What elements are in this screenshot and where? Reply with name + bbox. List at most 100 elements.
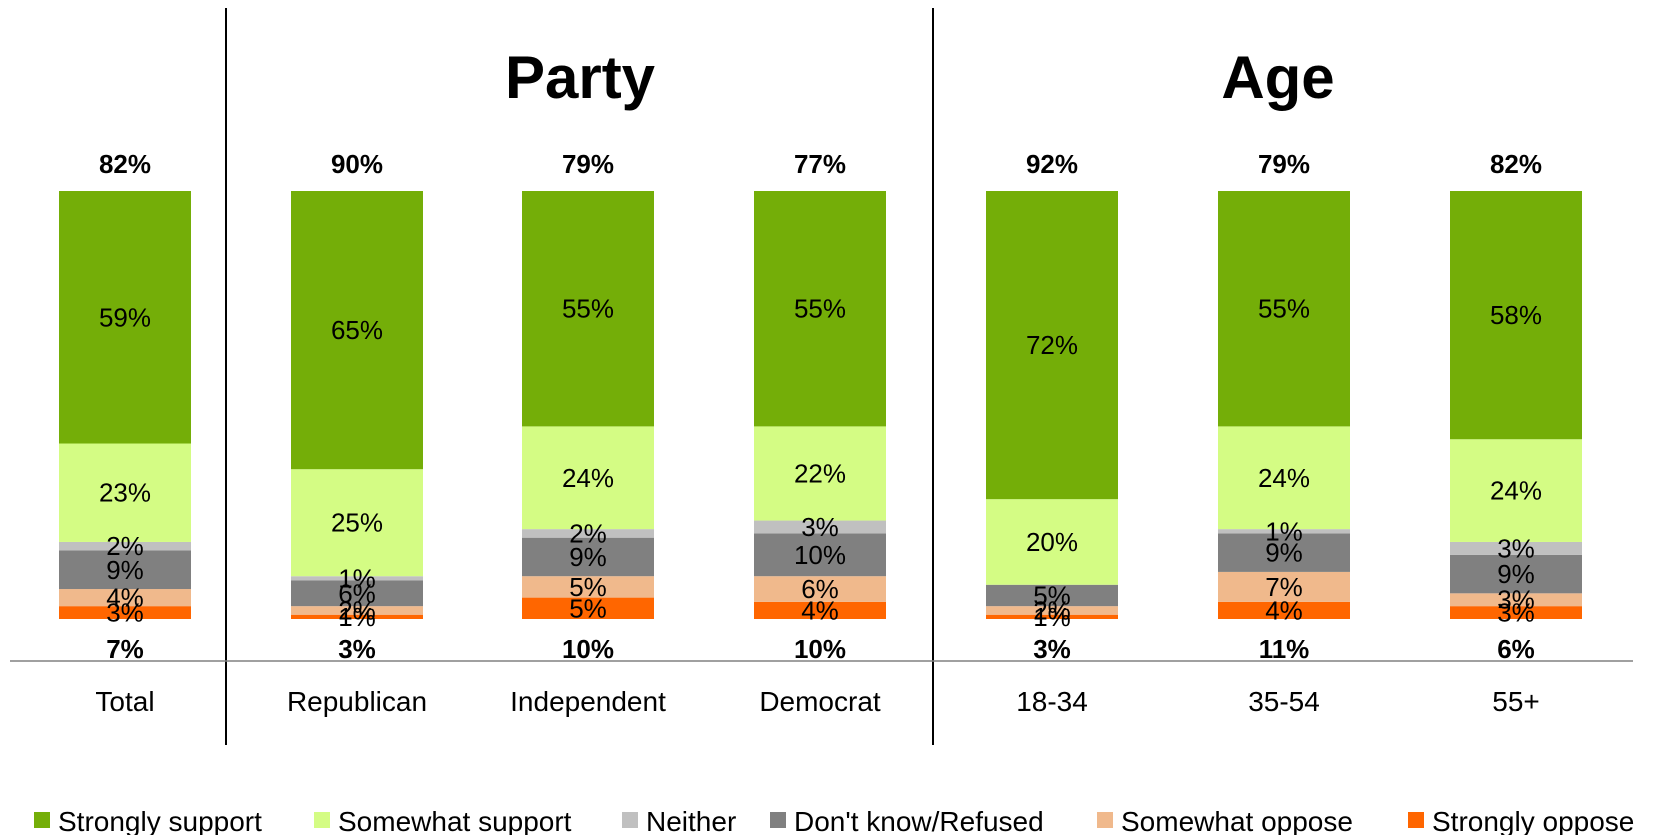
legend-label-somewhat-oppose: Somewhat oppose (1121, 806, 1353, 835)
support-total-35-54: 79% (1258, 149, 1310, 179)
category-label-total: Total (95, 686, 154, 717)
data-label-don-t-know-refused-democrat: 10% (794, 540, 846, 570)
data-label-strongly-oppose-18-34: 1% (1033, 602, 1071, 632)
data-label-strongly-support-18-34: 72% (1026, 330, 1078, 360)
oppose-total-18-34: 3% (1033, 634, 1071, 664)
oppose-total-total: 7% (106, 634, 144, 664)
bar-segment-strongly-oppose-total (59, 606, 191, 619)
bar-segment-somewhat-oppose-republican (291, 606, 423, 615)
oppose-total-independent: 10% (562, 634, 614, 664)
data-label-neither-55: 3% (1497, 533, 1535, 563)
bar-segment-strongly-support-35-54 (1218, 191, 1350, 427)
data-label-strongly-oppose-total: 3% (106, 598, 144, 628)
legend-swatch-somewhat-oppose (1097, 812, 1113, 828)
support-total-republican: 90% (331, 149, 383, 179)
bar-segment-somewhat-support-republican (291, 469, 423, 577)
category-label-independent: Independent (510, 686, 666, 717)
bar-segment-strongly-support-55 (1450, 191, 1582, 440)
data-label-strongly-oppose-republican: 1% (338, 602, 376, 632)
bar-segment-somewhat-support-35-54 (1218, 426, 1350, 530)
bar-segment-somewhat-oppose-55 (1450, 593, 1582, 607)
data-label-strongly-support-democrat: 55% (794, 294, 846, 324)
data-label-somewhat-oppose-independent: 5% (569, 572, 607, 602)
legend-label-strongly-support: Strongly support (58, 806, 262, 835)
data-label-somewhat-oppose-democrat: 6% (801, 574, 839, 604)
legend-swatch-somewhat-support (314, 812, 330, 828)
oppose-total-republican: 3% (338, 634, 376, 664)
bar-segment-don-t-know-refused-35-54 (1218, 533, 1350, 572)
legend-swatch-strongly-support (34, 812, 50, 828)
support-total-democrat: 77% (794, 149, 846, 179)
data-label-somewhat-support-total: 23% (99, 478, 151, 508)
data-label-strongly-oppose-democrat: 4% (801, 595, 839, 625)
bar-segment-strongly-oppose-democrat (754, 601, 886, 619)
bar-segment-don-t-know-refused-18-34 (986, 584, 1118, 607)
data-label-don-t-know-refused-independent: 9% (569, 542, 607, 572)
bar-segment-somewhat-oppose-18-34 (986, 606, 1118, 615)
data-label-strongly-oppose-55: 3% (1497, 598, 1535, 628)
bar-segment-neither-independent (522, 529, 654, 538)
data-label-don-t-know-refused-total: 9% (106, 555, 144, 585)
legend-label-strongly-oppose: Strongly oppose (1432, 806, 1634, 835)
data-label-neither-democrat: 3% (801, 512, 839, 542)
data-label-somewhat-oppose-total: 4% (106, 583, 144, 613)
bar-segment-strongly-oppose-55 (1450, 606, 1582, 619)
data-label-don-t-know-refused-18-34: 5% (1033, 580, 1071, 610)
data-label-somewhat-oppose-republican: 2% (338, 595, 376, 625)
data-label-somewhat-support-35-54: 24% (1258, 463, 1310, 493)
data-label-somewhat-oppose-18-34: 2% (1033, 595, 1071, 625)
data-label-strongly-support-republican: 65% (331, 315, 383, 345)
data-label-neither-35-54: 1% (1265, 516, 1303, 546)
data-label-somewhat-oppose-55: 3% (1497, 585, 1535, 615)
data-label-strongly-support-35-54: 55% (1258, 294, 1310, 324)
data-label-somewhat-support-independent: 24% (562, 463, 614, 493)
bar-segment-somewhat-oppose-35-54 (1218, 571, 1350, 602)
data-label-somewhat-support-democrat: 22% (794, 458, 846, 488)
bar-segment-neither-total (59, 541, 191, 551)
bar-segment-somewhat-oppose-democrat (754, 576, 886, 602)
support-total-independent: 79% (562, 149, 614, 179)
data-label-neither-republican: 1% (338, 563, 376, 593)
bar-segment-strongly-support-18-34 (986, 191, 1118, 500)
category-label-18-34: 18-34 (1016, 686, 1088, 717)
bar-segment-somewhat-support-18-34 (986, 499, 1118, 585)
data-label-strongly-support-independent: 55% (562, 294, 614, 324)
data-label-strongly-support-total: 59% (99, 302, 151, 332)
data-label-strongly-support-55: 58% (1490, 300, 1542, 330)
legend-swatch-strongly-oppose (1408, 812, 1424, 828)
bar-segment-neither-democrat (754, 520, 886, 534)
bar-segment-somewhat-support-democrat (754, 426, 886, 521)
bar-segment-somewhat-support-55 (1450, 439, 1582, 542)
legend-swatch-don-t-know-refused (770, 812, 786, 828)
category-label-55: 55+ (1492, 686, 1540, 717)
category-label-republican: Republican (287, 686, 427, 717)
group-title-age: Age (1221, 44, 1334, 111)
data-label-strongly-oppose-independent: 5% (569, 593, 607, 623)
bar-segment-neither-55 (1450, 541, 1582, 555)
data-label-neither-total: 2% (106, 531, 144, 561)
bar-segment-strongly-oppose-republican (291, 614, 423, 619)
bars-layer (59, 191, 1582, 619)
bar-segment-strongly-oppose-independent (522, 597, 654, 619)
legend: Strongly support Somewhat support Neither D… (34, 806, 1634, 835)
bar-segment-neither-republican (291, 576, 423, 581)
data-label-don-t-know-refused-55: 9% (1497, 559, 1535, 589)
oppose-total-55: 6% (1497, 634, 1535, 664)
bar-segment-strongly-support-independent (522, 191, 654, 427)
data-label-somewhat-support-18-34: 20% (1026, 527, 1078, 557)
bar-segment-neither-35-54 (1218, 529, 1350, 534)
bar-segment-don-t-know-refused-democrat (754, 533, 886, 577)
support-total-18-34: 92% (1026, 149, 1078, 179)
data-label-somewhat-support-55: 24% (1490, 476, 1542, 506)
legend-swatch-neither (622, 812, 638, 828)
bar-segment-somewhat-oppose-total (59, 589, 191, 607)
legend-label-somewhat-support: Somewhat support (338, 806, 572, 835)
bar-segment-somewhat-oppose-independent (522, 576, 654, 598)
group-title-party: Party (505, 44, 656, 111)
bar-segment-don-t-know-refused-independent (522, 537, 654, 577)
oppose-total-35-54: 11% (1259, 634, 1310, 664)
data-label-neither-independent: 2% (569, 518, 607, 548)
bar-segment-strongly-support-democrat (754, 191, 886, 427)
bar-segment-strongly-support-total (59, 191, 191, 444)
